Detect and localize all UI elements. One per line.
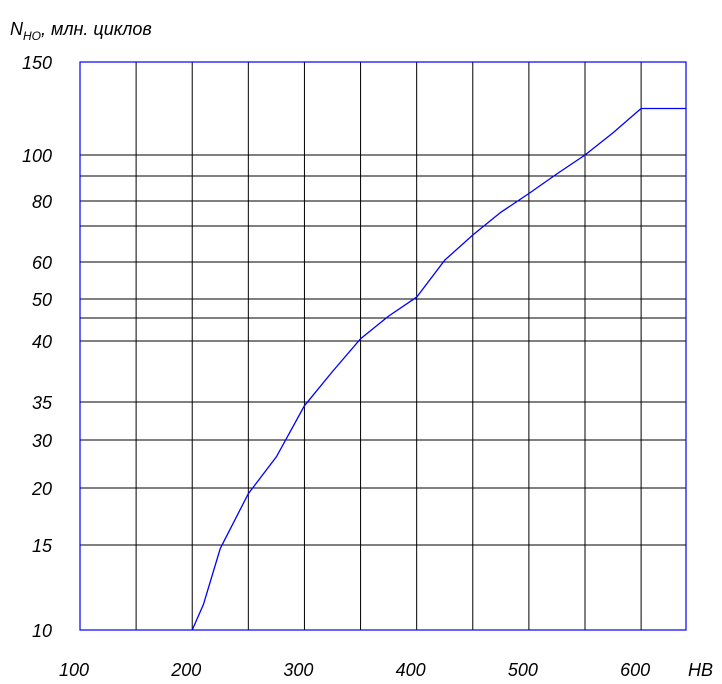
series-line	[191, 107, 686, 631]
plot-frame	[79, 61, 687, 631]
y-tick-label: 35	[32, 393, 53, 413]
y-axis-title-main: N	[10, 19, 24, 39]
y-tick-label: 30	[32, 431, 52, 451]
y-axis-title: NHO, млн. циклов	[10, 19, 152, 43]
y-tick-label: 15	[32, 536, 53, 556]
y-axis-title-rest: , млн. циклов	[41, 19, 152, 39]
y-tick-labels: 10 15 20 30 35 40 50 60 80 100 150	[22, 53, 53, 641]
y-axis-title-subscript: HO	[23, 29, 41, 43]
y-tick-label: 80	[32, 192, 52, 212]
y-tick-label: 60	[32, 253, 52, 273]
x-tick-label: 500	[508, 660, 538, 680]
x-tick-label: 300	[283, 660, 313, 680]
y-tick-label: 100	[22, 146, 52, 166]
y-tick-label: 20	[31, 479, 52, 499]
y-tick-label: 50	[32, 290, 52, 310]
x-tick-label: 100	[59, 660, 89, 680]
y-tick-label: 150	[22, 53, 52, 73]
x-tick-label: 200	[170, 660, 201, 680]
grid	[80, 62, 686, 630]
x-axis-title: HB	[688, 660, 713, 680]
x-tick-label: 600	[620, 660, 650, 680]
y-tick-label: 10	[32, 621, 52, 641]
x-tick-labels: 100 200 300 400 500 600	[59, 660, 650, 680]
y-tick-label: 40	[32, 332, 52, 352]
x-tick-label: 400	[396, 660, 426, 680]
